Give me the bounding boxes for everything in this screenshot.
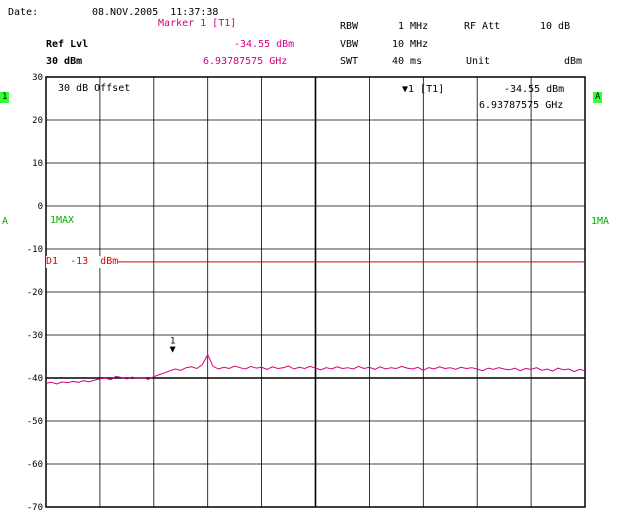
- y-tick-label: -30: [27, 331, 43, 341]
- swt-value: 40 ms: [392, 56, 423, 67]
- right-trace-tag: A: [593, 92, 603, 103]
- y-tick-label: -60: [27, 460, 43, 470]
- marker-1-number: 1: [170, 337, 175, 347]
- y-tick-label: -20: [27, 288, 43, 298]
- marker-title: Marker 1 [T1]: [158, 18, 237, 29]
- marker-level: -34.55 dBm: [234, 39, 295, 50]
- vbw-value: 10 MHz: [392, 39, 429, 50]
- y-tick-label: -70: [27, 503, 43, 513]
- unit-label: Unit: [466, 56, 491, 67]
- date-label: Date:: [8, 7, 39, 18]
- rbw-label: RBW: [340, 21, 359, 32]
- date-value: 08.NOV.2005 11:37:38: [92, 7, 219, 18]
- y-tick-label: 20: [32, 116, 43, 126]
- y-tick-label: 30: [32, 73, 43, 83]
- marker-info-label: ▼1 [T1]: [402, 84, 445, 95]
- display-line-label: D1 -13 dBm: [46, 256, 119, 268]
- offset-label: 30 dB Offset: [58, 83, 131, 94]
- trace-mode-label: 1MAX: [50, 215, 75, 226]
- rf-att-value: 10 dB: [540, 21, 571, 32]
- vbw-label: VBW: [340, 39, 359, 50]
- y-tick-label: -10: [27, 245, 43, 255]
- left-side-a-label: A: [2, 216, 9, 227]
- marker-1-triangle: [169, 346, 176, 353]
- y-tick-label: -40: [27, 374, 43, 384]
- marker-info-frequency: 6.93787575 GHz: [479, 100, 564, 111]
- marker-frequency: 6.93787575 GHz: [203, 56, 288, 67]
- ref-lvl-label: Ref Lvl: [46, 39, 89, 50]
- marker-info-level: -34.55 dBm: [504, 84, 565, 95]
- right-side-1ma-label: 1MA: [591, 216, 610, 227]
- rf-att-label: RF Att: [464, 21, 501, 32]
- y-tick-label: 0: [38, 202, 43, 212]
- y-tick-label: 10: [32, 159, 43, 169]
- rbw-value: 1 MHz: [398, 21, 429, 32]
- swt-label: SWT: [340, 56, 359, 67]
- unit-value: dBm: [564, 56, 583, 67]
- trace-1: [45, 353, 586, 385]
- left-trace-tag: 1: [0, 92, 10, 103]
- ref-lvl-value: 30 dBm: [46, 56, 83, 67]
- y-tick-label: -50: [27, 417, 43, 427]
